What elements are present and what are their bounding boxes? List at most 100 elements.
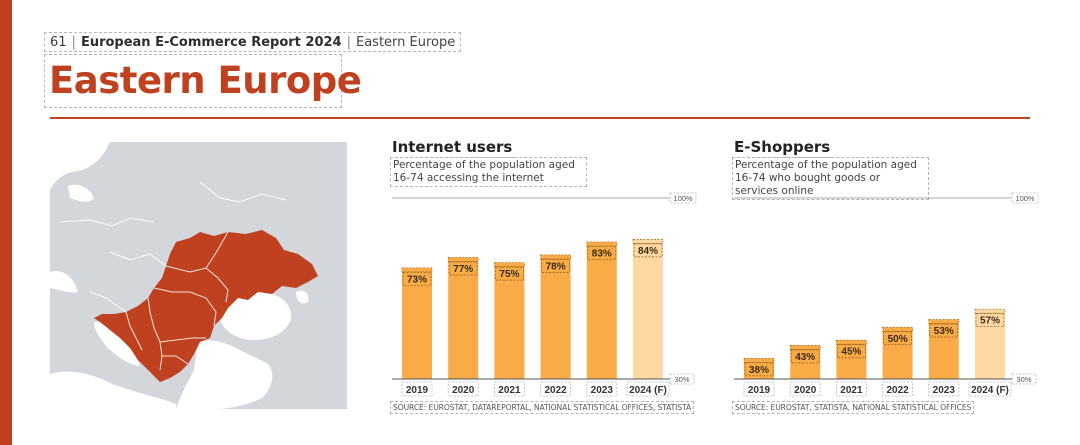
x-tick-label: 2020 [452,385,475,396]
bar [790,345,821,379]
value-label-box [633,243,663,258]
axis-label-box [669,192,697,204]
bar-value-label: 83% [592,248,612,259]
tick-label-box [447,381,479,397]
tick-label-box [882,381,914,397]
bar-value-label: 73% [407,274,427,285]
bar-value-label: 84% [638,246,658,257]
axis-min-label: 30% [674,375,689,384]
internet-users-chart: Internet users Percentage of the populat… [390,130,700,420]
x-tick-label: 2019 [406,385,429,396]
axis-min-label: 30% [1016,375,1031,384]
bar [928,319,959,379]
e-shoppers-chart: E-Shoppers Percentage of the population … [732,130,1042,420]
region-map [50,142,347,409]
tick-label-box [836,381,867,397]
tick-label-box [540,381,572,397]
bar-value-label: 57% [980,316,1000,327]
breadcrumb-separator: | [346,34,351,50]
accent-sidebar [0,0,12,445]
axis-label-box [1011,373,1037,385]
bar-top-marker [586,241,618,247]
bar-value-label: 78% [546,261,566,272]
bar [975,309,1005,379]
tick-label-box [789,381,821,397]
map-border [125,311,143,351]
section-name: Eastern Europe [356,34,456,50]
map-sea-baltic [68,184,94,202]
value-label-box [837,344,866,359]
title-divider [50,117,1030,119]
x-tick-label: 2019 [748,385,771,396]
tick-label-box [401,381,433,397]
x-tick-label: 2021 [498,385,521,396]
value-label-box [448,261,478,276]
map-sea-west [50,271,78,293]
bar [448,257,479,379]
breadcrumb-separator: | [71,34,76,50]
bar-value-label: 45% [841,347,861,358]
report-title: European E-Commerce Report 2024 [80,34,342,50]
bar [540,254,571,379]
bar-top-marker [928,319,960,324]
tick-label-box [494,381,525,397]
bar-top-marker [632,239,664,244]
bar [633,239,663,379]
breadcrumb: 61 | European E-Commerce Report 2024 | E… [44,32,462,52]
bar [586,241,617,379]
tick-label-box [928,381,960,397]
tick-label-box [968,381,1012,397]
map-border [162,355,189,365]
bar [836,340,867,379]
bar-top-marker [974,308,1006,314]
map-graphic [50,142,347,409]
bar-value-label: 77% [453,264,473,275]
bar-value-label: 53% [934,326,954,337]
x-tick-label: 2021 [840,385,863,396]
page-title: Eastern Europe [44,54,362,108]
map-border [109,251,167,267]
map-sea-azov [296,290,309,304]
tick-label-box [626,381,670,397]
x-tick-label: 2023 [933,385,956,396]
bar-top-marker [401,267,433,273]
map-sea-north [50,142,110,190]
value-label-box [790,349,820,364]
tick-label-box [743,381,775,397]
map-highlight-region [94,230,318,382]
map-sea-aegean [176,340,273,409]
map-border [159,337,206,343]
x-tick-label: 2022 [544,385,567,396]
map-sea-adriatic [94,321,140,366]
map-border [205,231,229,269]
chart-subtitle: Percentage of the population aged 16-74 … [732,157,929,200]
x-tick-label: 2022 [886,385,909,396]
axis-max-label: 100% [1015,194,1035,203]
map-border [59,217,155,227]
value-label-box [975,313,1005,328]
bar [744,358,774,379]
chart-subtitle: Percentage of the population aged 16-74 … [390,157,587,187]
map-sea-black [219,291,292,340]
bar-top-marker [540,254,571,260]
bar-top-marker [836,339,867,345]
chart-source: SOURCE: EUROSTAT, DATAREPORTAL, NATIONAL… [390,401,695,414]
x-tick-label: 2023 [591,385,614,396]
chart-plot: 100% 38% 2019 43% 2020 45% 2021 50% 2022 53% 2023 5… [734,192,1039,397]
map-border [165,265,229,303]
bar-value-label: 38% [749,365,769,376]
map-border [89,291,127,313]
map-border [147,297,163,371]
x-tick-label: 2020 [794,385,817,396]
bar-value-label: 50% [888,334,908,345]
bar-top-marker [494,262,525,267]
x-tick-label: 2024 (F) [971,385,1009,396]
map-border [153,287,217,327]
chart-plot: 100% 73% 2019 77% 2020 75% 2021 78% 2022 83% 2023 8… [392,192,697,397]
axis-max-label: 100% [673,194,693,203]
tick-label-box [586,381,618,397]
axis-label-box [669,373,695,385]
page-number: 61 [50,34,67,50]
x-tick-label: 2024 (F) [629,385,667,396]
map-sea-mediterranean [50,371,176,409]
